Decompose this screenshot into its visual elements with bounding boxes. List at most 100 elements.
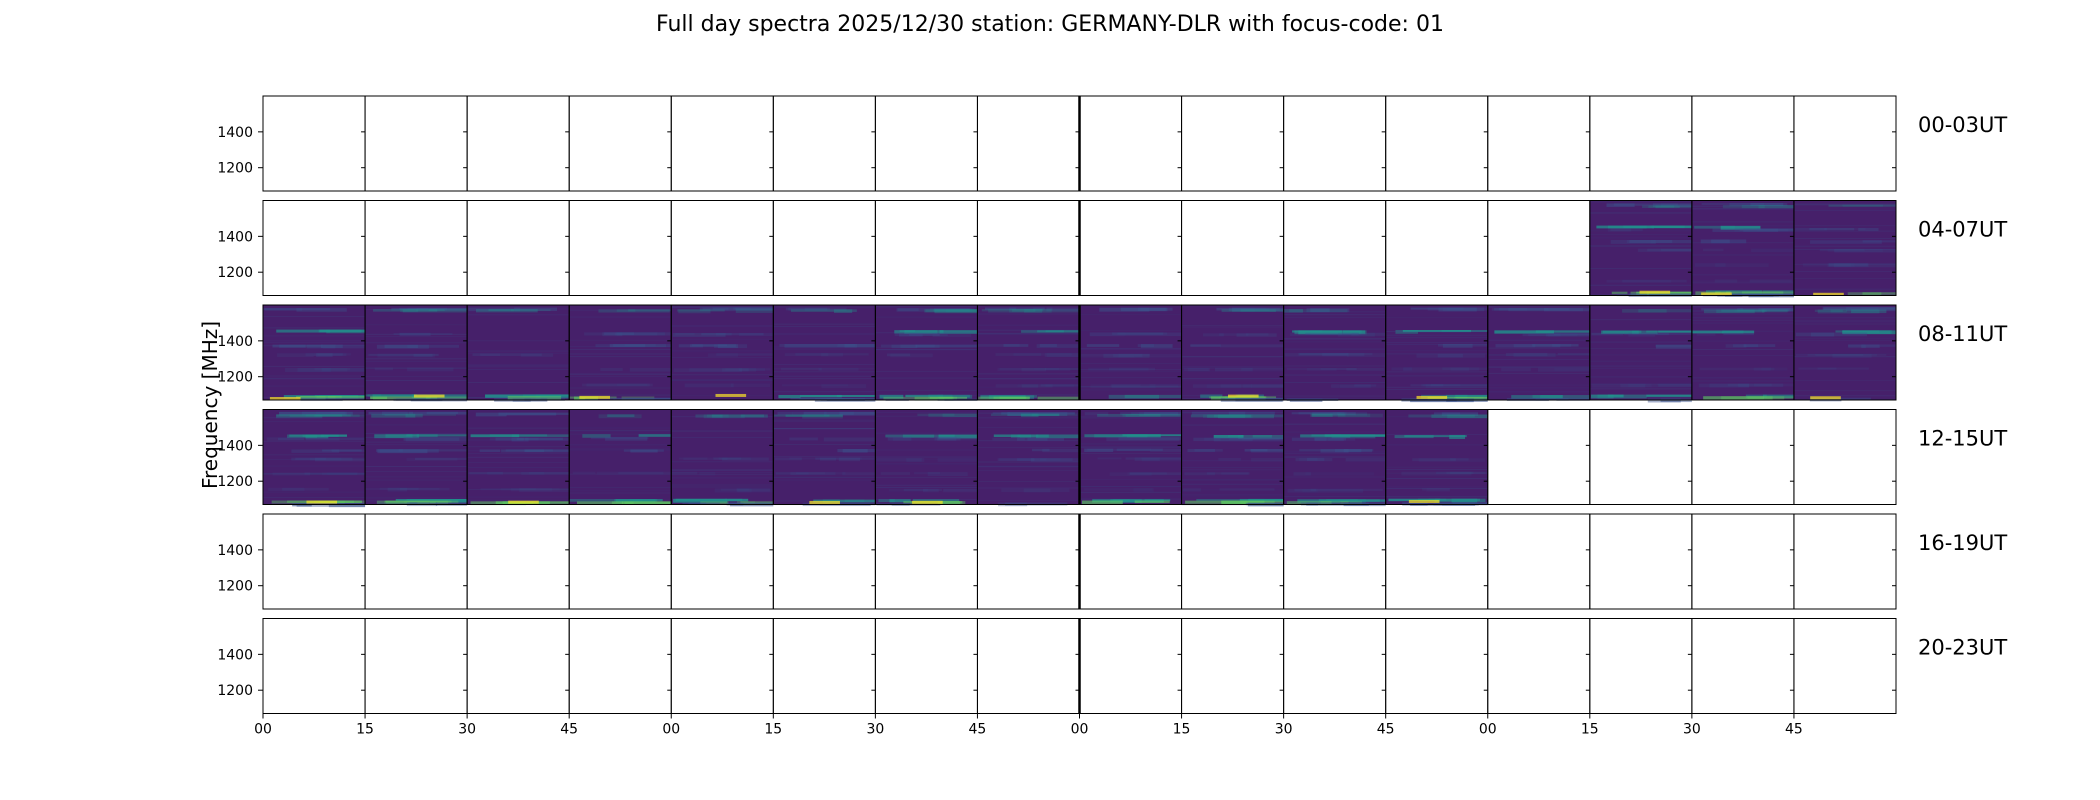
- texture-line: [263, 473, 366, 475]
- spectral-line: [1037, 396, 1080, 400]
- spectral-line: [365, 487, 398, 491]
- texture-line: [1589, 293, 1692, 295]
- texture-line: [773, 371, 876, 373]
- spectral-line: [1013, 353, 1072, 356]
- texture-line: [365, 333, 468, 335]
- spectral-line: [1591, 332, 1624, 336]
- row-04-07UT: 1400 1200 04-07UT: [217, 200, 2007, 298]
- spectral-line: [914, 396, 954, 401]
- spectrum-background: [1691, 200, 1794, 296]
- spectral-line: [1187, 448, 1215, 452]
- spectral-line: [529, 471, 570, 475]
- spectral-line: [736, 488, 770, 492]
- texture-line: [1079, 478, 1182, 480]
- spectral-line: [714, 488, 752, 493]
- panel-frame: [670, 513, 774, 610]
- spectral-line: [1401, 471, 1472, 476]
- spectrum-panel: [875, 305, 978, 402]
- texture-line: [773, 477, 876, 479]
- texture-line: [1283, 316, 1386, 318]
- spectrum-background: [1589, 305, 1692, 400]
- spectral-line: [1702, 248, 1724, 252]
- texture-line: [773, 378, 876, 380]
- x-tick-label: 45: [1377, 722, 1395, 738]
- spectral-line: [1822, 307, 1896, 310]
- texture-line: [1181, 305, 1284, 307]
- spectral-line: [1622, 279, 1687, 283]
- spectral-line: [993, 396, 1031, 399]
- spectral-line: [1345, 457, 1386, 462]
- texture-line: [263, 327, 366, 329]
- spectral-line: [1655, 332, 1692, 335]
- spectral-line: [385, 434, 413, 438]
- texture-line: [1385, 353, 1488, 355]
- spectral-line: [384, 413, 457, 417]
- texture-line: [875, 458, 978, 460]
- panel-frame: [1283, 200, 1387, 296]
- texture-line: [569, 309, 672, 311]
- spectral-line: [1196, 498, 1265, 502]
- spectral-line: [1832, 353, 1872, 358]
- spectral-line: [1646, 394, 1692, 397]
- spectral-line: [1021, 413, 1039, 418]
- row-00-03UT: 1400 1200 00-03UT: [217, 95, 2007, 192]
- texture-line: [467, 366, 570, 368]
- texture-line: [569, 339, 672, 341]
- spectral-line: [1624, 332, 1669, 336]
- texture-line: [365, 479, 468, 481]
- spectral-line: [289, 414, 360, 418]
- texture-line: [977, 466, 1080, 468]
- spectral-line: [1734, 309, 1789, 312]
- texture-line: [1793, 203, 1896, 205]
- texture-line: [1181, 367, 1284, 369]
- spectral-line: [1819, 248, 1865, 252]
- texture-line: [1079, 329, 1182, 331]
- spectral-line: [1150, 448, 1182, 452]
- spectral-line: [1828, 204, 1896, 207]
- spectral-line: [1545, 333, 1590, 337]
- spectral-line: [525, 449, 570, 452]
- row-16-19UT: 1400 1200 16-19UT: [217, 513, 2007, 610]
- spectral-line: [1427, 396, 1488, 400]
- spectral-line: [838, 457, 861, 462]
- y-tick-label: 1400: [217, 125, 253, 141]
- spectral-line: [616, 383, 648, 386]
- panel-frame: [1283, 95, 1387, 192]
- spectral-line: [372, 394, 417, 397]
- spectral-line: [1192, 384, 1252, 388]
- spectral-line: [1086, 344, 1120, 347]
- spectral-line: [714, 344, 748, 349]
- spectral-line: [1031, 413, 1060, 417]
- spectral-line: [1660, 203, 1692, 207]
- texture-line: [1385, 472, 1488, 474]
- spectrum-panel: [1181, 305, 1284, 402]
- texture-line: [1589, 237, 1692, 239]
- spectral-line: [1442, 307, 1485, 312]
- spectral-line: [1607, 225, 1647, 229]
- spectral-line: [1807, 353, 1877, 357]
- y-tick-label: 1200: [217, 683, 253, 699]
- spectral-line: [1721, 396, 1785, 400]
- spectral-line: [712, 307, 751, 311]
- texture-line: [263, 375, 366, 377]
- spectral-line: [1749, 279, 1792, 283]
- x-tick-label: 45: [560, 722, 578, 738]
- spectral-line: [1039, 458, 1061, 461]
- spectral-line: [1862, 240, 1896, 243]
- spectral-line: [775, 472, 809, 475]
- spectral-line: [993, 434, 1021, 438]
- texture-line: [569, 429, 672, 431]
- panel-frame: [1079, 618, 1183, 714]
- spectral-line: [598, 414, 642, 419]
- spectral-line: [1449, 435, 1466, 439]
- texture-line: [875, 316, 978, 318]
- texture-line: [1589, 396, 1692, 398]
- spectral-line: [569, 498, 643, 502]
- spectral-line: [1243, 384, 1284, 388]
- spectral-line: [903, 488, 943, 492]
- texture-line: [263, 496, 366, 498]
- spectral-line: [398, 449, 468, 452]
- spectral-line: [1437, 343, 1488, 347]
- texture-line: [875, 432, 978, 434]
- texture-line: [365, 390, 468, 392]
